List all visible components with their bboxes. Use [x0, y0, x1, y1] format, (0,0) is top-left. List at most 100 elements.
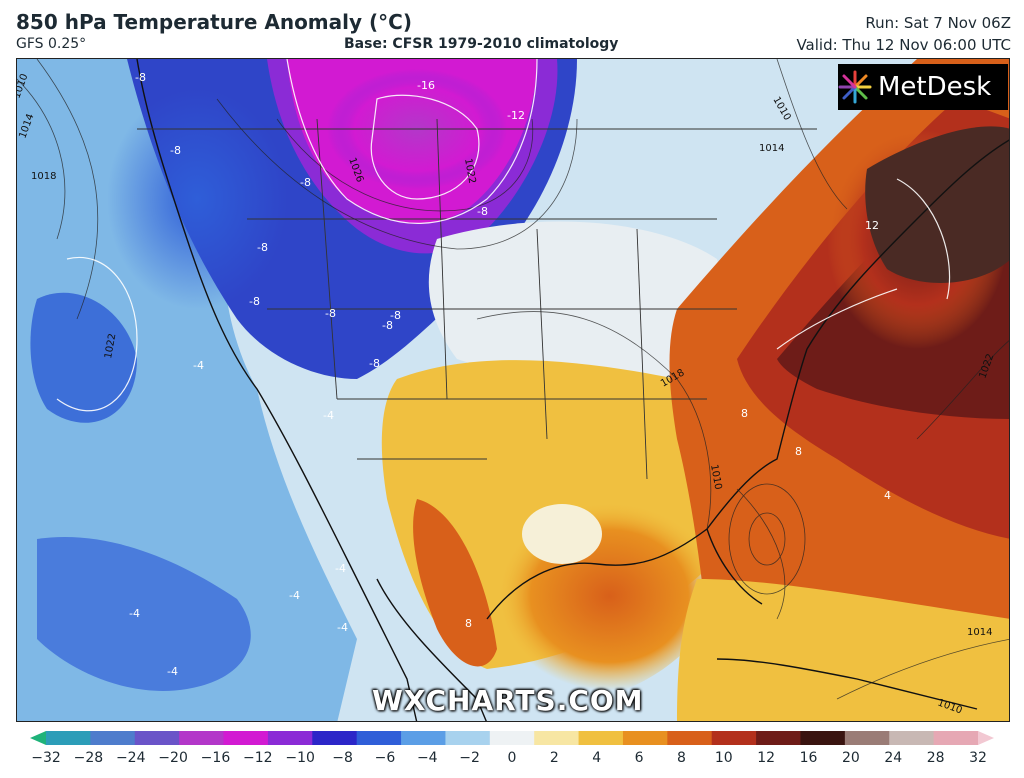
anomaly-label: 12: [865, 219, 879, 232]
colorbar-tick-label: −20: [158, 750, 188, 766]
anomaly-label: -4: [337, 621, 348, 634]
isobar-label: 1022: [103, 333, 118, 360]
colorbar-tick-label: −2: [459, 750, 480, 766]
anomaly-label: -4: [289, 589, 300, 602]
metdesk-logo: MetDesk: [838, 64, 1008, 110]
colorbar-tick-label: 32: [969, 750, 987, 766]
colorbar-tick-label: 12: [757, 750, 776, 766]
metdesk-starburst-icon: [838, 70, 872, 104]
pacific-cold-pool: [30, 292, 137, 423]
colorbar-segment: [489, 731, 535, 745]
anomaly-label: -8: [257, 241, 268, 254]
anomaly-contours: [56, 59, 951, 412]
colorbar-tick-label: −10: [285, 750, 315, 766]
colorbar-segment: [622, 731, 668, 745]
colorbar-tick-label: −32: [31, 750, 61, 766]
colorbar-left-tip: [30, 731, 46, 745]
colorbar: [30, 731, 994, 745]
anomaly-label: -8: [477, 205, 488, 218]
colorbar-tick-label: 6: [634, 750, 644, 766]
colorbar-tick-label: 28: [926, 750, 945, 766]
colorbar-segment: [534, 731, 580, 745]
colorbar-segment: [578, 731, 624, 745]
colorbar-tick-label: 20: [841, 750, 860, 766]
colorbar-segment: [445, 731, 491, 745]
colorbar-tick-label: 2: [549, 750, 559, 766]
colorbar-right-tip: [978, 731, 994, 745]
wxcharts-watermark: WXCHARTS.COM: [372, 684, 644, 717]
isobar-label: 1014: [967, 627, 992, 638]
colorbar-tick-label: −12: [243, 750, 273, 766]
colorbar-tick-label: 0: [507, 750, 517, 766]
colorbar-tick-label: 10: [714, 750, 733, 766]
colorbar-tick-label: −24: [115, 750, 146, 766]
anomaly-labels: -16 -12 -8 -8 -8 -8 -8 -8 -8 -8 -8 -8 -4…: [129, 71, 891, 678]
colorbar-tick-label: −28: [73, 750, 104, 766]
isobar-label: 1022: [462, 158, 477, 185]
eastern-pacific-cold-pool: [37, 537, 251, 691]
coastlines: [136, 59, 1009, 721]
anomaly-label: -8: [135, 71, 146, 84]
anomaly-map: -16 -12 -8 -8 -8 -8 -8 -8 -8 -8 -8 -8 -4…: [16, 58, 1010, 722]
colorbar-segment: [800, 731, 846, 745]
anomaly-label: -8: [170, 144, 181, 157]
anomaly-label: 4: [884, 489, 891, 502]
colorbar-tick-label: 4: [592, 750, 602, 766]
logo-text: MetDesk: [878, 72, 992, 102]
anomaly-label: -8: [390, 309, 401, 322]
anomaly-label: -8: [382, 319, 393, 332]
map-canvas: -16 -12 -8 -8 -8 -8 -8 -8 -8 -8 -8 -8 -4…: [17, 59, 1009, 721]
colorbar-segment: [223, 731, 269, 745]
central-neutral-region: [428, 221, 725, 392]
anomaly-label: -4: [323, 409, 334, 422]
western-cold-core: [107, 89, 287, 309]
caribbean-warm-region: [677, 579, 1009, 721]
colorbar-tick-label: −8: [332, 750, 353, 766]
isobar-label: 1010: [708, 464, 723, 491]
colorbar-segment: [844, 731, 890, 745]
anomaly-label: 8: [465, 617, 472, 630]
anomaly-label: -4: [335, 562, 346, 575]
colorbar-segment: [667, 731, 713, 745]
run-time-label: Run: Sat 7 Nov 06Z: [865, 14, 1011, 32]
anomaly-label: -8: [325, 307, 336, 320]
anomaly-label: -4: [193, 359, 204, 372]
colorbar-tick-label: −4: [416, 750, 438, 766]
colorbar-segment: [933, 731, 979, 745]
colorbar-ticks: −32 −28 −24 −20 −16 −12 −10 −8 −6 −4 −2 0 2 4 6 8 10 12 16…: [0, 746, 1024, 776]
mexico-warm-region: [413, 499, 497, 667]
anomaly-label: -8: [249, 295, 260, 308]
colorbar-segment: [401, 731, 446, 745]
anomaly-label: 8: [741, 407, 748, 420]
climatology-base-label: Base: CFSR 1979-2010 climatology: [344, 36, 619, 52]
anomaly-label: -12: [507, 109, 525, 122]
colorbar-tick-label: 8: [676, 750, 686, 766]
header: 850 hPa Temperature Anomaly (°C) GFS 0.2…: [0, 0, 1024, 58]
colorbar-segment: [756, 731, 801, 745]
anomaly-label: -4: [167, 665, 178, 678]
colorbar-segment: [889, 731, 935, 745]
colorbar-segment: [267, 731, 313, 745]
colorbar-segment: [134, 731, 180, 745]
colorbar-tick-label: 16: [799, 750, 818, 766]
colorbar-svg: [30, 731, 994, 745]
isobar-label: 1018: [31, 171, 56, 182]
anomaly-label: -4: [129, 607, 140, 620]
isobars: [17, 59, 1009, 700]
colorbar-tick-label: 24: [884, 750, 903, 766]
gulf-neutral-spot: [522, 504, 602, 564]
colorbar-segment: [312, 731, 358, 745]
isobar-label: 1014: [759, 143, 784, 154]
anomaly-label: -8: [300, 176, 311, 189]
chart-title: 850 hPa Temperature Anomaly (°C): [16, 10, 412, 34]
colorbar-segment: [90, 731, 136, 745]
colorbar-tick-label: −6: [374, 750, 396, 766]
model-label: GFS 0.25°: [16, 36, 87, 52]
colorbar-segment: [179, 731, 225, 745]
valid-time-label: Valid: Thu 12 Nov 06:00 UTC: [796, 36, 1011, 54]
colorbar-tick-label: −16: [200, 750, 231, 766]
colorbar-segment: [46, 731, 91, 745]
state-borders: [137, 118, 817, 480]
colorbar-segment: [356, 731, 402, 745]
anomaly-label: 8: [795, 445, 802, 458]
